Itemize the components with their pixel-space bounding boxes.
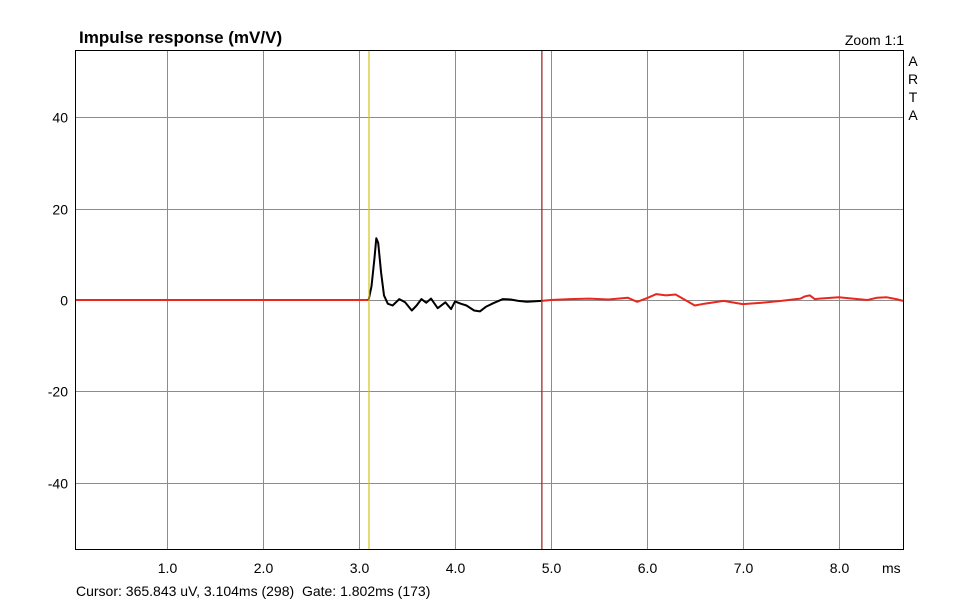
x-tick-label: 8.0 bbox=[830, 560, 850, 576]
y-tick-label: 40 bbox=[52, 110, 68, 126]
x-tick-label: 7.0 bbox=[734, 560, 754, 576]
x-tick-label: 2.0 bbox=[254, 560, 274, 576]
y-tick-label: -40 bbox=[48, 476, 68, 492]
status-bar: Cursor: 365.843 uV, 3.104ms (298) Gate: … bbox=[76, 583, 430, 599]
brand-letter: T bbox=[909, 89, 918, 105]
brand-letter: R bbox=[908, 71, 918, 87]
x-tick-label: 1.0 bbox=[158, 560, 178, 576]
grid-lines bbox=[76, 51, 903, 549]
tick-labels: 1.0 2.0 3.0 4.0 5.0 6.0 7.0 8.0 40 20 0 -20 -40 bbox=[48, 110, 850, 577]
x-axis-unit-label: ms bbox=[882, 560, 901, 576]
y-tick-label: -20 bbox=[48, 384, 68, 400]
x-tick-label: 3.0 bbox=[350, 560, 370, 576]
series-line-1 bbox=[367, 237, 542, 313]
x-tick-label: 4.0 bbox=[446, 560, 466, 576]
brand-letter: A bbox=[908, 107, 918, 123]
chart-title: Impulse response (mV/V) bbox=[79, 28, 282, 47]
x-tick-label: 5.0 bbox=[542, 560, 562, 576]
series-line-2 bbox=[541, 293, 904, 307]
marker-group bbox=[368, 51, 543, 549]
cursor-readout: Cursor: 365.843 uV, 3.104ms (298) bbox=[76, 583, 295, 599]
zoom-label[interactable]: Zoom 1:1 bbox=[845, 32, 904, 48]
x-tick-label: 6.0 bbox=[638, 560, 658, 576]
y-tick-label: 20 bbox=[52, 202, 68, 218]
series-group bbox=[76, 237, 904, 313]
gate-readout: Gate: 1.802ms (173) bbox=[301, 583, 431, 599]
brand-letter: A bbox=[908, 53, 918, 69]
y-tick-label: 0 bbox=[60, 293, 68, 309]
